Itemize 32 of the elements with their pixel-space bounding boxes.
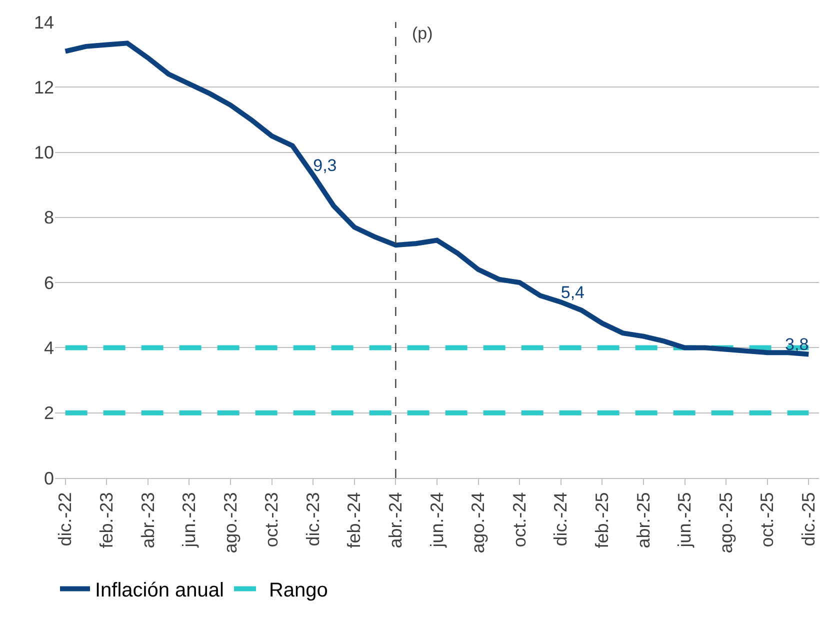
x-tick-label: abr.-23 xyxy=(138,492,158,548)
x-tick-label: abr.-25 xyxy=(633,492,654,548)
x-tick-label: oct.-25 xyxy=(757,492,778,548)
legend-label: Inflación anual xyxy=(95,580,224,602)
x-tick-label: oct.-24 xyxy=(509,492,530,548)
y-tick-label: 4 xyxy=(44,338,54,358)
y-tick-label: 12 xyxy=(34,77,54,98)
x-tick-label: feb.-23 xyxy=(96,492,116,548)
y-tick-label: 0 xyxy=(44,468,54,488)
x-tick-label: dic.-25 xyxy=(798,492,819,546)
x-tick-label: dic.-24 xyxy=(550,492,571,546)
x-tick-label: dic.-23 xyxy=(302,492,323,546)
x-tick-label: feb.-25 xyxy=(592,492,612,548)
x-tick-label: oct.-23 xyxy=(262,492,282,548)
y-tick-label: 2 xyxy=(44,403,54,424)
x-tick-label: dic.-22 xyxy=(55,492,76,546)
x-tick-label: jun.-23 xyxy=(179,492,200,548)
data-label: 5,4 xyxy=(560,282,585,302)
x-tick-label: ago.-24 xyxy=(468,492,488,554)
y-tick-label: 14 xyxy=(34,12,54,32)
data-label: 9,3 xyxy=(313,156,337,175)
x-tick-label: jun.-24 xyxy=(426,492,447,548)
x-tick-label: ago.-25 xyxy=(716,492,736,554)
x-tick-label: jun.-25 xyxy=(674,492,695,548)
x-tick-label: feb.-24 xyxy=(344,492,364,548)
legend-label: Rango xyxy=(268,580,328,602)
y-tick-label: 6 xyxy=(44,272,54,293)
y-tick-label: 10 xyxy=(34,142,54,163)
x-tick-label: abr.-24 xyxy=(386,492,406,548)
y-tick-label: 8 xyxy=(44,208,54,228)
x-tick-label: ago.-23 xyxy=(220,492,240,554)
ref-line-label: (p) xyxy=(412,24,433,43)
